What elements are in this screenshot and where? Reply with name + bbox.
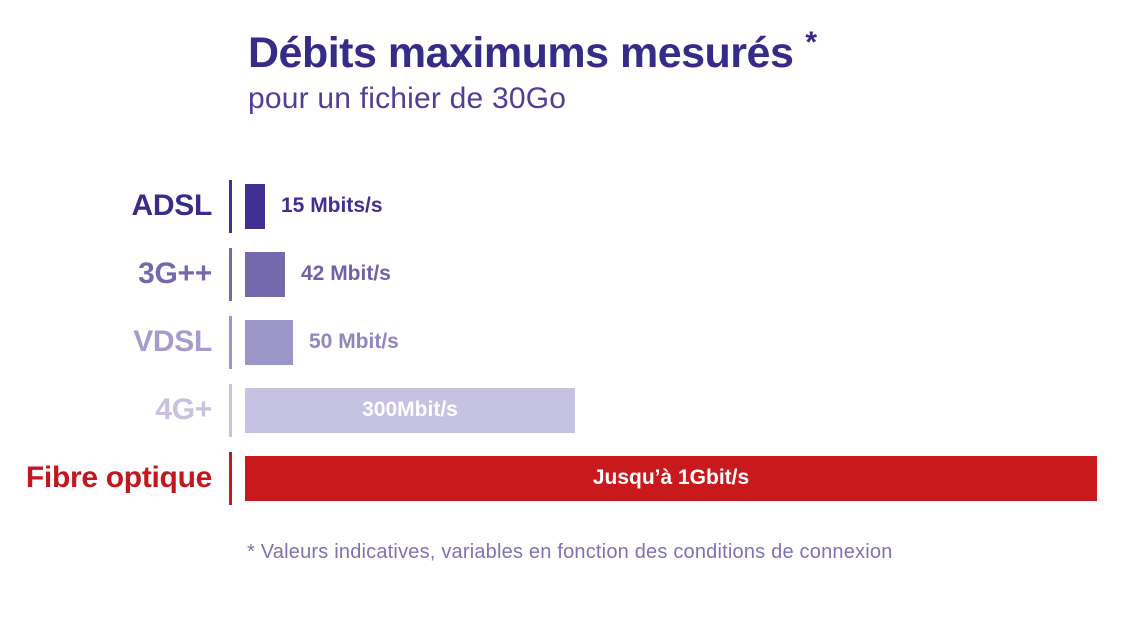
bar-4g: 300Mbit/s: [245, 387, 575, 433]
value-label-vdsl: 50 Mbit/s: [309, 330, 399, 353]
value-label-3gpp: 42 Mbit/s: [301, 262, 391, 285]
chart-row-4g: 4G+ 300Mbit/s: [0, 376, 1132, 444]
bar-3gpp: [245, 251, 285, 297]
axis-tick-3gpp: [229, 247, 232, 301]
value-label-4g: 300Mbit/s: [362, 398, 458, 421]
category-label-vdsl: VDSL: [133, 325, 212, 358]
chart-row-adsl: ADSL 15 Mbits/s: [0, 172, 1132, 240]
chart-row-3gpp: 3G++ 42 Mbit/s: [0, 240, 1132, 308]
value-label-adsl: 15 Mbits/s: [281, 194, 383, 217]
chart-row-vdsl: VDSL 50 Mbit/s: [0, 308, 1132, 376]
axis-tick-4g: [229, 383, 232, 437]
header: Débits maximums mesurés * pour un fichier…: [248, 26, 817, 116]
bar-area-3gpp: 42 Mbit/s: [245, 251, 1132, 297]
chart-title-text: Débits maximums mesurés: [248, 29, 794, 77]
title-asterisk: *: [805, 26, 817, 59]
bar-adsl: [245, 183, 265, 229]
footnote: * Valeurs indicatives, variables en fonc…: [247, 541, 893, 563]
bar-area-vdsl: 50 Mbit/s: [245, 319, 1132, 365]
axis-tick-adsl: [229, 179, 232, 233]
category-label-4g: 4G+: [155, 393, 212, 426]
chart-subtitle: pour un fichier de 30Go: [248, 82, 567, 116]
bar-fibre: Jusqu’à 1Gbit/s: [245, 455, 1097, 501]
chart-row-fibre: Fibre optique Jusqu’à 1Gbit/s: [0, 444, 1132, 512]
chart-title: Débits maximums mesurés *: [248, 26, 817, 77]
bar-vdsl: [245, 319, 293, 365]
bar-area-adsl: 15 Mbits/s: [245, 183, 1132, 229]
bar-area-fibre: Jusqu’à 1Gbit/s: [245, 455, 1132, 501]
category-label-3gpp: 3G++: [138, 257, 212, 290]
axis-tick-vdsl: [229, 315, 232, 369]
value-label-fibre: Jusqu’à 1Gbit/s: [592, 466, 750, 489]
category-label-adsl: ADSL: [131, 189, 213, 222]
axis-tick-fibre: [229, 451, 232, 505]
bar-chart: ADSL 15 Mbits/s 3G++ 42 Mbit/s VDSL 50 Mbit/s…: [0, 172, 1132, 512]
category-label-fibre: Fibre optique: [25, 461, 212, 494]
bar-area-4g: 300Mbit/s: [245, 387, 1132, 433]
